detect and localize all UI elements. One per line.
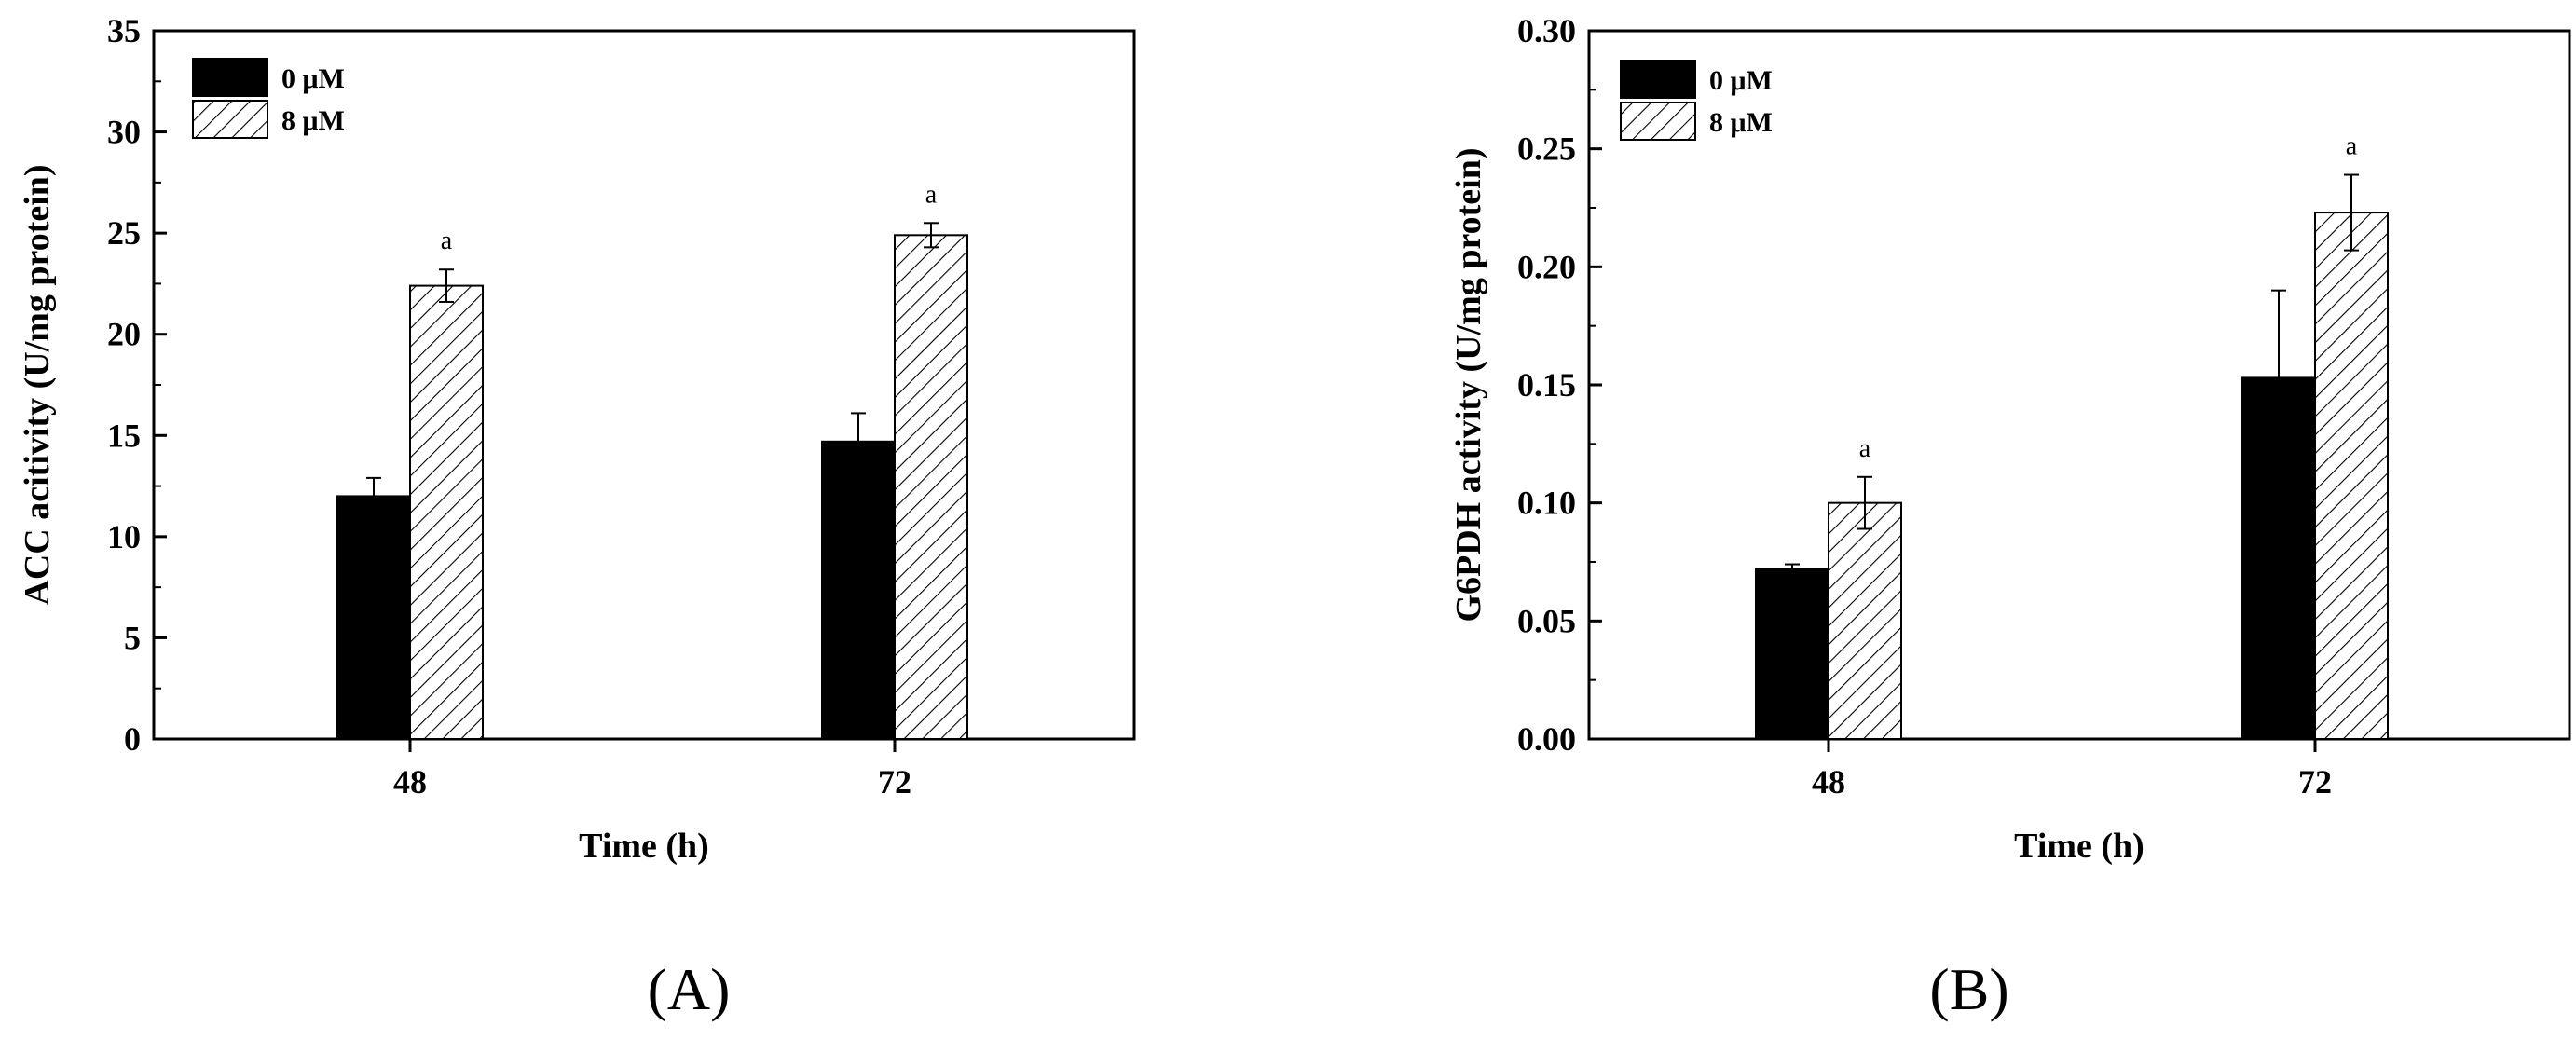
legend-label-8um-b: 8 μM [1709,107,1773,138]
bars-a: aa [336,180,968,741]
bar-8um-72 [2314,212,2389,741]
legend-swatch-8um-b [1620,102,1696,141]
y-tick-label: 35 [107,12,141,49]
y-tick-label: 0.00 [1517,720,1576,758]
legend-label-8um-a: 8 μM [281,105,345,136]
x-axis-title-a: Time (h) [579,827,709,866]
y-axis-title-a: ACC acitivity (U/mg protein) [18,164,57,605]
y-tick-label: 0.05 [1517,602,1576,639]
x-tick-label: 72 [2298,763,2332,801]
y-tick-label: 5 [124,619,141,656]
panel-label-b: (B) [1929,956,2008,1022]
bar-0um-48 [336,495,411,741]
legend-label-0um-a: 0 μM [281,63,345,94]
bar-0um-48 [1755,568,1829,740]
significance-label: a [2346,132,2358,161]
plot-area-a [152,29,1136,741]
y-tick-label: 20 [107,316,141,353]
legend-swatch-8um-a [192,100,268,139]
x-axis-b: 48 72 [1812,739,2332,801]
legend-b: 0 μM 8 μM [1620,60,1773,141]
significance-label: a [1859,434,1871,463]
significance-label: a [925,180,938,209]
y-tick-label: 25 [107,214,141,252]
y-tick-label: 0.30 [1517,12,1576,49]
y-tick-label: 30 [107,114,141,151]
y-axis-a: 0 5 10 15 20 25 30 35 [107,12,167,758]
panel-label-a: (A) [648,956,731,1022]
legend-swatch-0um-b [1620,60,1696,99]
x-tick-label: 48 [393,763,427,801]
legend-label-0um-b: 0 μM [1709,65,1773,96]
bar-0um-72 [821,440,896,740]
y-axis-title-b: G6PDH activity (U/mg protein) [1449,147,1488,622]
bar-8um-48 [1828,501,1902,741]
x-axis-a: 48 72 [393,739,911,801]
y-tick-label: 0 [124,720,141,758]
x-tick-label: 72 [878,763,911,801]
x-axis-title-b: Time (h) [2014,827,2144,866]
significance-label: a [441,226,453,255]
bar-8um-72 [894,234,968,741]
legend-swatch-0um-a [192,58,268,97]
y-tick-label: 0.20 [1517,248,1576,285]
y-tick-label: 15 [107,417,141,454]
bars-b: aa [1755,132,2389,741]
legend-a: 0 μM 8 μM [192,58,345,139]
bar-8um-48 [409,284,484,740]
y-tick-label: 0.25 [1517,130,1576,168]
y-tick-label: 10 [107,518,141,555]
y-tick-label: 0.10 [1517,485,1576,522]
y-tick-label: 0.15 [1517,366,1576,404]
y-axis-b: 0.00 0.05 0.10 0.15 0.20 0.25 0.30 [1517,12,1602,758]
chart-panel-b: 0.000.050.100.150.200.250.30 48 72 aa 0 μ… [1449,12,2571,1022]
x-tick-label: 48 [1812,763,1845,801]
